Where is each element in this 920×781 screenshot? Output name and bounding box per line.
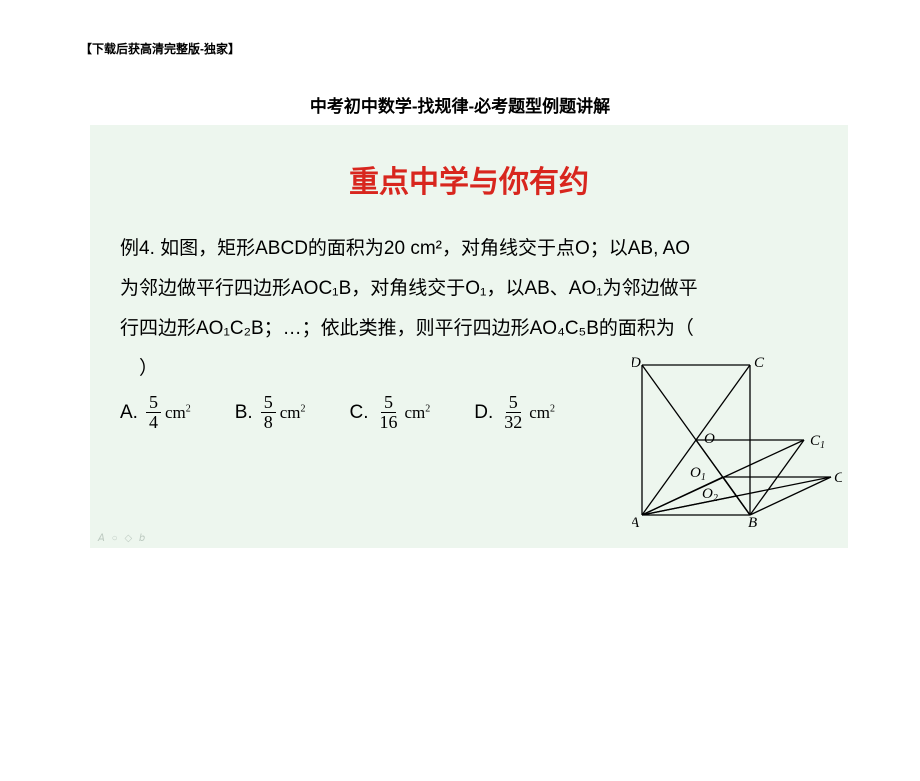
problem-line: 行四边形AO₁C₂B；…；依此类推，则平行四边形AO₄C₅B的面积为（	[120, 309, 818, 349]
numerator: 5	[261, 393, 276, 413]
svg-text:C: C	[754, 355, 765, 371]
denominator: 16	[376, 413, 400, 432]
svg-text:D: D	[632, 355, 641, 371]
unit: cm2	[404, 395, 430, 431]
svg-text:B: B	[748, 515, 757, 530]
option-letter: D.	[474, 393, 493, 433]
option-a: A. 5 4 cm2	[120, 393, 191, 433]
unit: cm2	[165, 395, 191, 431]
svg-text:O2: O2	[702, 486, 718, 504]
numerator: 5	[381, 393, 396, 413]
geometry-diagram: A B C D O C1 O1 C2 O2	[632, 355, 842, 530]
fraction: 5 32	[501, 393, 525, 432]
option-letter: B.	[235, 393, 253, 433]
slide-panel: 重点中学与你有约 例4. 如图，矩形ABCD的面积为20 cm²，对角线交于点O…	[90, 125, 848, 548]
option-letter: C.	[349, 393, 368, 433]
fraction: 5 8	[261, 393, 276, 432]
option-letter: A.	[120, 393, 138, 433]
unit: cm2	[280, 395, 306, 431]
denominator: 4	[146, 413, 161, 432]
numerator: 5	[506, 393, 521, 413]
fraction: 5 16	[376, 393, 400, 432]
denominator: 8	[261, 413, 276, 432]
option-c: C. 5 16 cm2	[349, 393, 430, 433]
slide-title: 重点中学与你有约	[120, 157, 818, 201]
numerator: 5	[146, 393, 161, 413]
problem-line: 例4. 如图，矩形ABCD的面积为20 cm²，对角线交于点O；以AB, AO	[120, 229, 818, 269]
option-b: B. 5 8 cm2	[235, 393, 306, 433]
svg-text:O1: O1	[690, 465, 706, 483]
svg-text:C2: C2	[834, 470, 842, 488]
watermark: 𝘈 ○ ◇ 𝘣	[98, 533, 147, 544]
problem-line: 为邻边做平行四边形AOC₁B，对角线交于O₁，以AB、AO₁为邻边做平	[120, 269, 818, 309]
denominator: 32	[501, 413, 525, 432]
svg-text:C1: C1	[810, 433, 825, 451]
fraction: 5 4	[146, 393, 161, 432]
svg-text:A: A	[632, 515, 640, 530]
option-d: D. 5 32 cm2	[474, 393, 555, 433]
unit: cm2	[529, 395, 555, 431]
document-title: 中考初中数学-找规律-必考题型例题讲解	[0, 92, 920, 117]
svg-text:O: O	[704, 431, 715, 447]
download-hint: 【下载后获高清完整版-独家】	[80, 40, 240, 57]
